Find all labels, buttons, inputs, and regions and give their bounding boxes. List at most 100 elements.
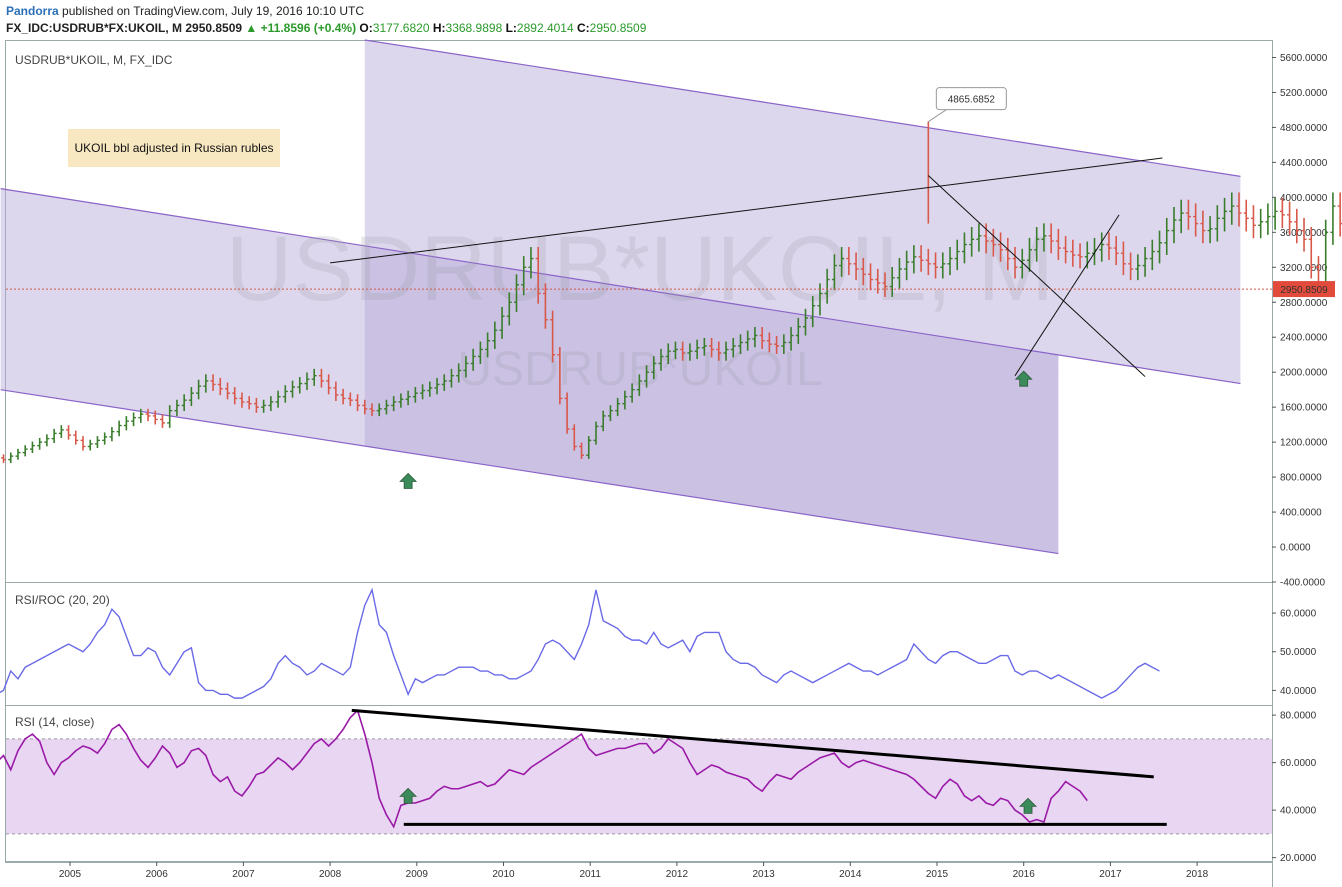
rsiroc-tick-label: 40.0000	[1280, 686, 1317, 697]
symbol-name[interactable]: FX_IDC:USDRUB*FX:UKOIL, M	[6, 21, 182, 35]
ohlc-bar	[102, 432, 108, 445]
ohlc-bar	[94, 436, 100, 449]
ohlc-bar	[1113, 236, 1119, 266]
ohlc-bar	[615, 397, 621, 417]
ohlc-bar	[1149, 239, 1155, 271]
ohlc-bar	[1005, 237, 1011, 271]
price-tick-label: 1600.0000	[1280, 403, 1328, 414]
ohlc-bar	[550, 310, 556, 363]
ohlc-bar	[311, 368, 317, 386]
ohlc-bar	[1294, 208, 1300, 244]
ohlc-bar	[282, 385, 288, 403]
price-tick-label: 2400.0000	[1280, 333, 1328, 344]
ohlc-bar	[275, 390, 281, 408]
publish-line: Pandorra published on TradingView.com, J…	[6, 3, 646, 20]
ohlc-bar	[1106, 232, 1112, 261]
ohlc-bar	[203, 374, 209, 393]
author-link[interactable]: Pandorra	[6, 4, 59, 18]
peak-callout-label: 4865.6852	[948, 95, 996, 106]
chart-header: Pandorra published on TradingView.com, J…	[6, 3, 646, 37]
ohlc-bar	[1070, 239, 1076, 267]
ohlc-bar	[1200, 210, 1206, 244]
ohlc-bar	[362, 399, 368, 415]
ohlc-bar	[745, 330, 751, 351]
ohlc-bar	[463, 356, 469, 378]
ohlc-bar	[304, 372, 310, 391]
time-tick-label: 2006	[146, 869, 169, 880]
ohlc-bar	[911, 245, 917, 274]
ohlc-bar	[918, 245, 924, 272]
ohlc-bar	[239, 392, 245, 408]
ohlc-bar	[824, 268, 830, 304]
ohlc-bar	[846, 247, 852, 276]
ohlc-bar	[1178, 199, 1184, 234]
ohlc-bar	[1207, 216, 1213, 244]
ohlc-bar	[557, 347, 563, 405]
main-pane-title: USDRUB*UKOIL, M, FX_IDC	[15, 53, 173, 67]
ohlc-bar	[290, 380, 296, 398]
ohlc-bar	[8, 452, 14, 464]
ohlc-bar	[434, 377, 440, 395]
ohlc-bar	[376, 403, 382, 417]
symbol-line: FX_IDC:USDRUB*FX:UKOIL, M 2950.8509 ▲ +1…	[6, 20, 646, 37]
time-tick-label: 2012	[666, 869, 689, 880]
ohlc-bar	[723, 341, 729, 361]
ohlc-bar	[1301, 217, 1307, 252]
ohlc-bar	[499, 307, 505, 339]
ohlc-bar	[1, 454, 7, 464]
ohlc-bar	[152, 410, 158, 425]
price-tick-label: 2000.0000	[1280, 368, 1328, 379]
ohlc-bar	[737, 334, 743, 355]
rsiroc-tick-label: 50.0000	[1280, 647, 1317, 658]
ohlc-bar	[947, 247, 953, 276]
ohlc-bar	[210, 374, 216, 391]
ohlc-bar	[87, 439, 93, 451]
ohlc-bar	[933, 252, 939, 279]
ohlc-bar	[477, 341, 483, 365]
price-tick-label: 5200.0000	[1280, 88, 1328, 99]
channel-lower-line	[0, 188, 1241, 385]
ohlc-bar	[1236, 192, 1242, 227]
ohlc-bar	[542, 283, 548, 329]
ohlc-bar	[268, 396, 274, 412]
open-label: O:	[359, 21, 373, 35]
ohlc-bar	[80, 436, 86, 451]
channel-outer-line	[0, 389, 1059, 555]
ohlc-bar	[181, 394, 187, 412]
time-tick-label: 2011	[579, 869, 601, 880]
time-tick-label: 2010	[492, 869, 515, 880]
ohlc-bar	[644, 365, 650, 388]
ohlc-bar	[217, 377, 223, 396]
lower-channel-fill	[0, 188, 1059, 554]
ohlc-bar	[51, 428, 57, 443]
ohlc-bar	[506, 292, 512, 326]
ohlc-bar	[1337, 192, 1342, 237]
ohlc-bar	[925, 248, 931, 276]
annotation-note: UKOIL bbl adjusted in Russian rubles	[68, 129, 280, 167]
time-tick-label: 2005	[59, 869, 82, 880]
ohlc-bar	[998, 232, 1004, 262]
ohlc-bar	[795, 317, 801, 344]
trendline-1	[330, 157, 1163, 264]
ohlc-bar	[246, 396, 252, 410]
ohlc-bar	[196, 379, 202, 400]
time-tick-label: 2009	[406, 869, 429, 880]
ohlc-bar	[1279, 197, 1285, 229]
time-tick-label: 2017	[1099, 869, 1122, 880]
ohlc-bar	[398, 393, 404, 408]
ohlc-bar	[896, 257, 902, 289]
ohlc-bar	[810, 296, 816, 328]
rsiroc-tick-label: 60.0000	[1280, 609, 1317, 620]
rsi-buy-marker-icon	[399, 787, 418, 804]
channel-upper-line	[364, 39, 1241, 177]
ohlc-bar	[1171, 207, 1177, 244]
ohlc-bar	[1099, 232, 1105, 262]
ohlc-bar	[1193, 203, 1199, 237]
open-value: 3177.6820	[372, 21, 430, 35]
ohlc-bar	[766, 332, 772, 353]
ohlc-bar	[1142, 247, 1148, 277]
ohlc-bar	[1164, 217, 1170, 255]
ohlc-bar	[22, 445, 28, 457]
time-tick-label: 2015	[926, 869, 949, 880]
